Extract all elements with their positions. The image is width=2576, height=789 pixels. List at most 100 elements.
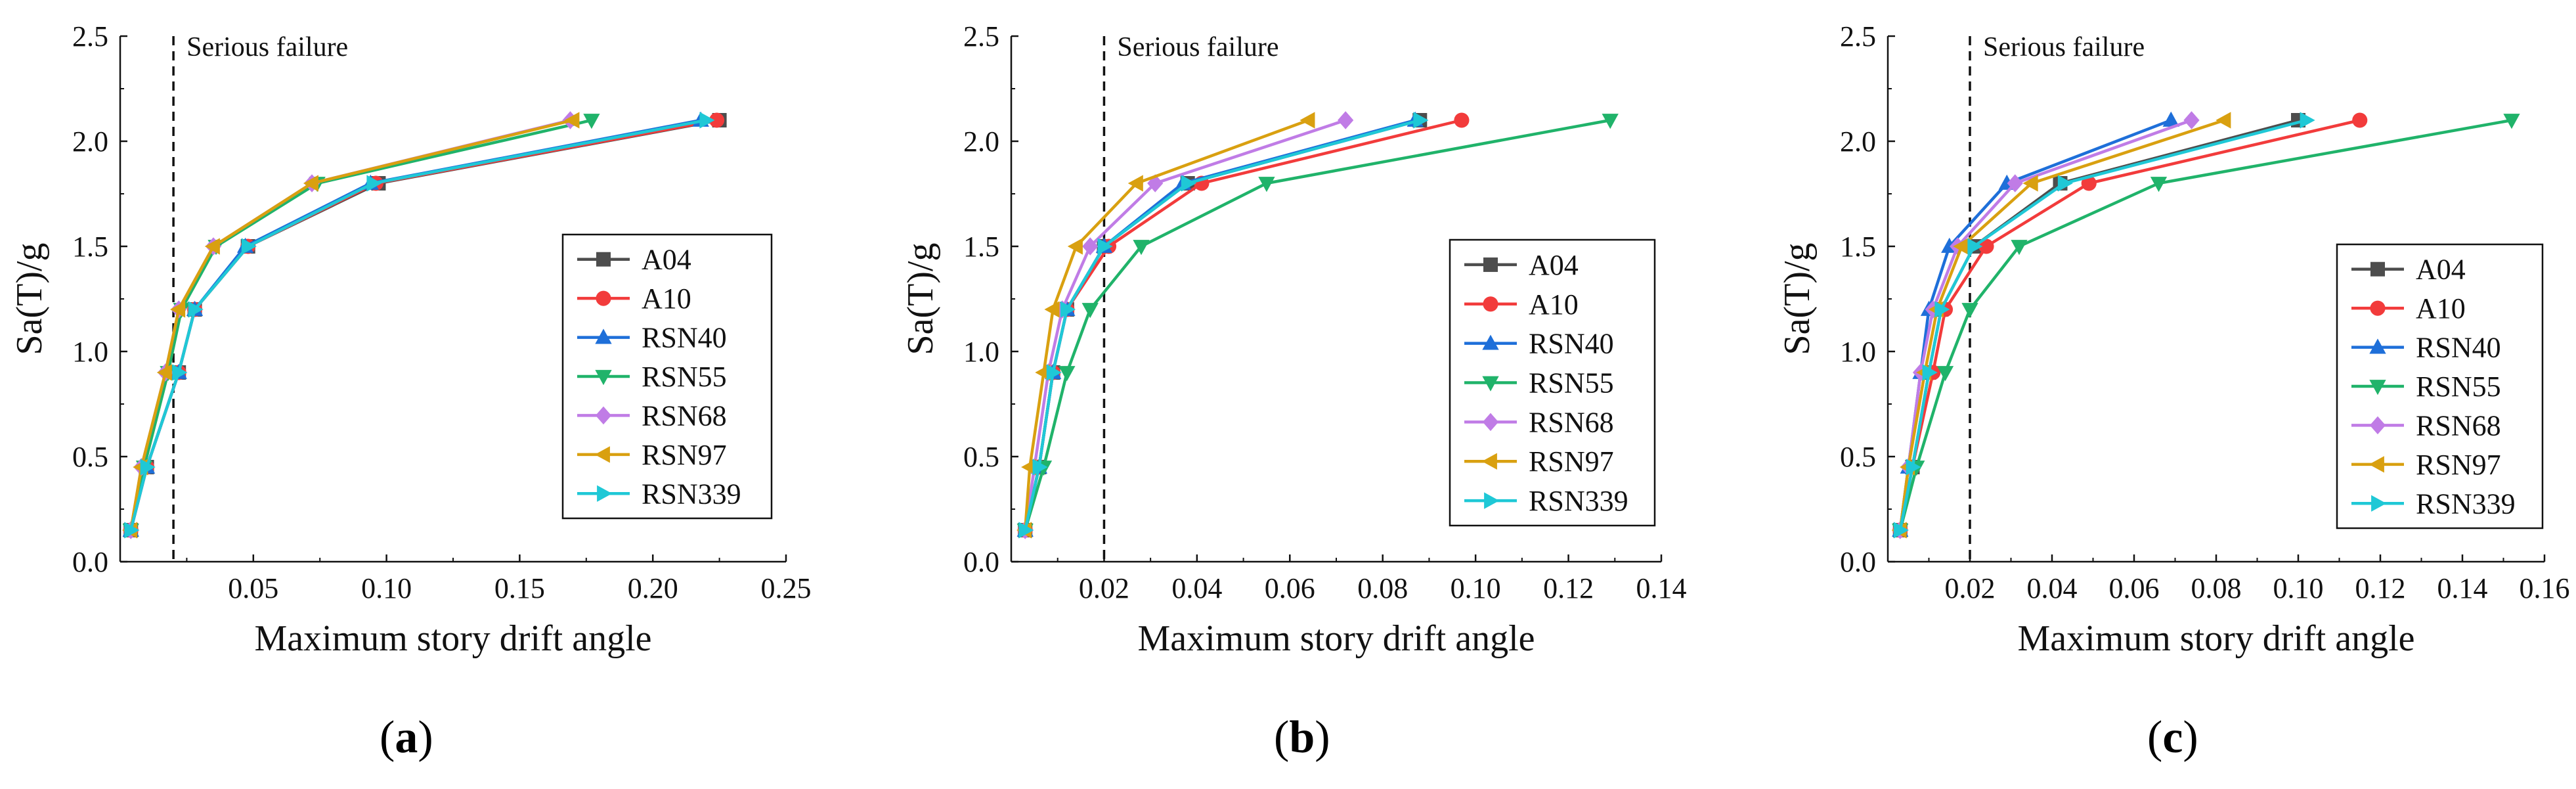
x-tick-label-a: 0.05 (228, 572, 278, 604)
y-axis-title-a: Sa(T)/g (9, 242, 50, 355)
data-point-RSN55-c (2503, 114, 2520, 129)
legend-label-RSN339-b: RSN339 (1529, 485, 1628, 517)
x-tick-label-c: 0.14 (2437, 572, 2488, 604)
legend-label-RSN97-b: RSN97 (1529, 445, 1614, 478)
legend-b: A04 A10 RSN40 RSN55 RSN68 RSN97 RSN339 (1449, 238, 1656, 527)
y-tick-label-a: 0.0 (72, 546, 108, 578)
data-point-RSN339-b (1046, 364, 1062, 381)
legend-marker-RSN40-c (2369, 338, 2386, 354)
legend-marker-A04-b (1483, 257, 1498, 272)
data-point-RSN55-b (1258, 177, 1275, 192)
data-point-RSN55-b (1133, 240, 1150, 256)
legend-marker-A10-b (1483, 296, 1498, 312)
legend-label-RSN339-a: RSN339 (642, 478, 741, 510)
legend-label-RSN68-b: RSN68 (1529, 406, 1614, 438)
y-tick-label-c: 1.5 (1840, 231, 1876, 263)
data-point-RSN339-b (1181, 175, 1196, 192)
legend-marker-RSN68-c (2369, 416, 2386, 435)
serious-failure-label-b: Serious failure (1117, 32, 1278, 62)
y-tick-label-b: 2.5 (963, 20, 999, 53)
data-point-A10-c (2352, 112, 2368, 128)
x-tick-label-a: 0.10 (361, 572, 412, 604)
data-point-RSN339-b (1018, 522, 1034, 539)
y-axis-title-b: Sa(T)/g (900, 242, 941, 355)
legend-marker-RSN97-c (2369, 456, 2384, 473)
legend-label-A04-b: A04 (1529, 249, 1579, 281)
data-point-RSN55-c (2150, 177, 2168, 192)
x-tick-label-b: 0.08 (1357, 572, 1408, 604)
chart-a: 0.0 0.5 1.0 1.5 2.0 2.5 0.05 0.10 0.15 0.20 0.25 Ma… (9, 20, 812, 659)
legend-label-A10-c: A10 (2416, 292, 2466, 325)
data-point-RSN97-b (1127, 175, 1143, 192)
y-tick-label-a: 1.5 (72, 231, 108, 263)
data-point-RSN339-a (172, 364, 188, 381)
data-point-RSN68-c (2183, 111, 2200, 129)
data-point-RSN339-c (2300, 112, 2315, 129)
data-point-RSN68-b (1338, 111, 1354, 129)
data-point-RSN68-c (2007, 174, 2023, 192)
legend-marker-A10-c (2370, 300, 2386, 316)
y-tick-label-b: 1.5 (963, 231, 999, 263)
data-point-RSN55-a (583, 114, 600, 129)
legend-label-RSN40-b: RSN40 (1529, 328, 1614, 360)
data-point-RSN339-c (1922, 364, 1938, 381)
data-point-RSN40-c (2162, 111, 2179, 127)
y-tick-label-b: 1.0 (963, 336, 999, 368)
x-axis-title-a: Maximum story drift angle (254, 618, 651, 659)
data-point-RSN97-b (1035, 364, 1051, 381)
data-point-RSN339-a (124, 522, 140, 539)
data-point-RSN97-b (1021, 459, 1037, 476)
serious-failure-label-c: Serious failure (1983, 32, 2145, 62)
series-line-RSN55-a (129, 118, 592, 531)
data-point-RSN339-c (1906, 459, 1921, 476)
y-tick-label-a: 2.5 (72, 20, 108, 53)
x-tick-label-c: 0.16 (2520, 572, 2570, 604)
data-point-RSN68-b (1082, 237, 1099, 256)
legend-label-RSN97-c: RSN97 (2416, 449, 2501, 481)
legend-label-RSN55-b: RSN55 (1529, 367, 1614, 399)
panel-label-c: (c) (2147, 712, 2198, 763)
chart-b: 0.0 0.5 1.0 1.5 2.0 2.5 0.02 0.04 0.06 0.08 0.10 0.… (900, 20, 1687, 659)
legend-label-RSN40-c: RSN40 (2416, 332, 2501, 364)
legend-marker-A04-a (596, 252, 611, 267)
panel-label-b: (b) (1274, 712, 1330, 763)
data-point-RSN339-c (1967, 238, 1983, 255)
data-point-RSN339-b (1060, 301, 1076, 318)
legend-marker-RSN97-a (594, 446, 610, 463)
legend-label-A10-a: A10 (642, 282, 691, 315)
x-tick-label-c: 0.04 (2027, 572, 2078, 604)
x-tick-label-b: 0.06 (1265, 572, 1315, 604)
y-axis-title-c: Sa(T)/g (1777, 242, 1818, 355)
legend-label-A04-c: A04 (2416, 254, 2466, 286)
legend-label-RSN40-a: RSN40 (642, 322, 727, 354)
legend-label-RSN97-a: RSN97 (642, 439, 727, 471)
data-point-RSN97-b (1067, 238, 1083, 255)
legend-label-RSN339-c: RSN339 (2416, 487, 2516, 520)
legend-marker-RSN55-a (595, 370, 612, 386)
legend-marker-RSN40-a (595, 328, 612, 344)
legend-c: A04 A10 RSN40 RSN55 RSN68 RSN97 RSN339 (2336, 243, 2544, 530)
data-point-RSN97-c (2022, 175, 2038, 192)
x-tick-label-b: 0.10 (1451, 572, 1501, 604)
data-point-RSN55-c (1936, 366, 1954, 382)
legend-label-A04-a: A04 (642, 244, 691, 276)
y-tick-label-a: 2.0 (72, 125, 108, 158)
y-tick-label-c: 2.0 (1840, 125, 1876, 158)
y-tick-label-b: 0.0 (963, 546, 999, 578)
x-axis-title-c: Maximum story drift angle (2017, 618, 2414, 659)
legend-marker-RSN55-c (2369, 380, 2386, 395)
data-point-RSN97-a (204, 238, 220, 255)
y-tick-label-c: 0.0 (1840, 546, 1876, 578)
series-line-RSN339-c (1898, 118, 2307, 531)
chart-c: 0.0 0.5 1.0 1.5 2.0 2.5 0.02 0.04 0.06 0.08 0.10 0.… (1777, 20, 2570, 659)
legend-marker-RSN55-b (1482, 376, 1499, 392)
panel-label-a: (a) (380, 712, 433, 763)
series-line-RSN68-a (129, 118, 571, 531)
data-point-RSN339-c (1934, 301, 1950, 318)
legend-marker-RSN339-a (597, 485, 613, 502)
y-tick-label-b: 2.0 (963, 125, 999, 158)
data-point-RSN339-b (1032, 459, 1048, 476)
legend-marker-RSN339-c (2371, 495, 2387, 512)
y-tick-label-b: 0.5 (963, 441, 999, 473)
data-point-RSN339-a (140, 459, 156, 476)
